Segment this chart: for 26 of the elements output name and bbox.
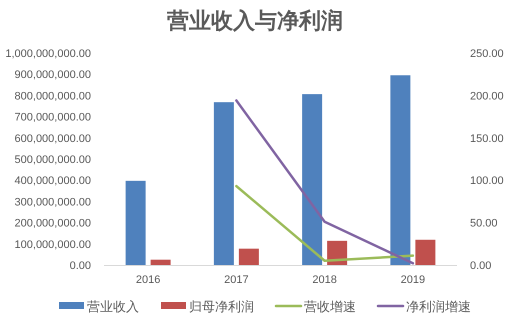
legend-label: 营收增速 — [304, 299, 356, 314]
y-tick-label: 700,000,000.00 — [14, 112, 91, 124]
y2-tick-label: 50.00 — [470, 218, 498, 230]
y2-tick-label: 200.00 — [470, 90, 504, 102]
y2-tick-label: 100.00 — [470, 175, 504, 188]
x-tick-label: 2019 — [400, 274, 426, 286]
y2-tick-label: 0.00 — [470, 260, 492, 272]
x-tick-label: 2018 — [312, 274, 337, 286]
legend-label: 净利润增速 — [406, 299, 471, 314]
y-tick-label: 1,000,000,000.00 — [5, 48, 91, 60]
y2-tick-label: 150.00 — [470, 132, 504, 145]
y-tick-label: 900,000,000.00 — [14, 69, 91, 82]
y-tick-label: 600,000,000.00 — [14, 132, 91, 145]
y2-tick-label: 250.00 — [470, 48, 504, 60]
title: 营业收入与净利润 — [167, 8, 343, 33]
y-tick-label: 800,000,000.00 — [14, 90, 91, 102]
y-tick-label: 200,000,000.00 — [14, 218, 91, 230]
y-tick-label: 100,000,000.00 — [14, 238, 91, 251]
y-tick-label: 500,000,000.00 — [14, 154, 91, 166]
x-tick-label: 2016 — [136, 274, 160, 286]
x-tick-label: 2017 — [224, 274, 249, 286]
legend-label: 归母净利润 — [189, 299, 254, 314]
y-tick-label: 0.00 — [70, 260, 91, 272]
y-tick-label: 400,000,000.00 — [14, 175, 91, 188]
legend-label: 营业收入 — [87, 299, 139, 314]
y-tick-label: 300,000,000.00 — [14, 196, 91, 208]
